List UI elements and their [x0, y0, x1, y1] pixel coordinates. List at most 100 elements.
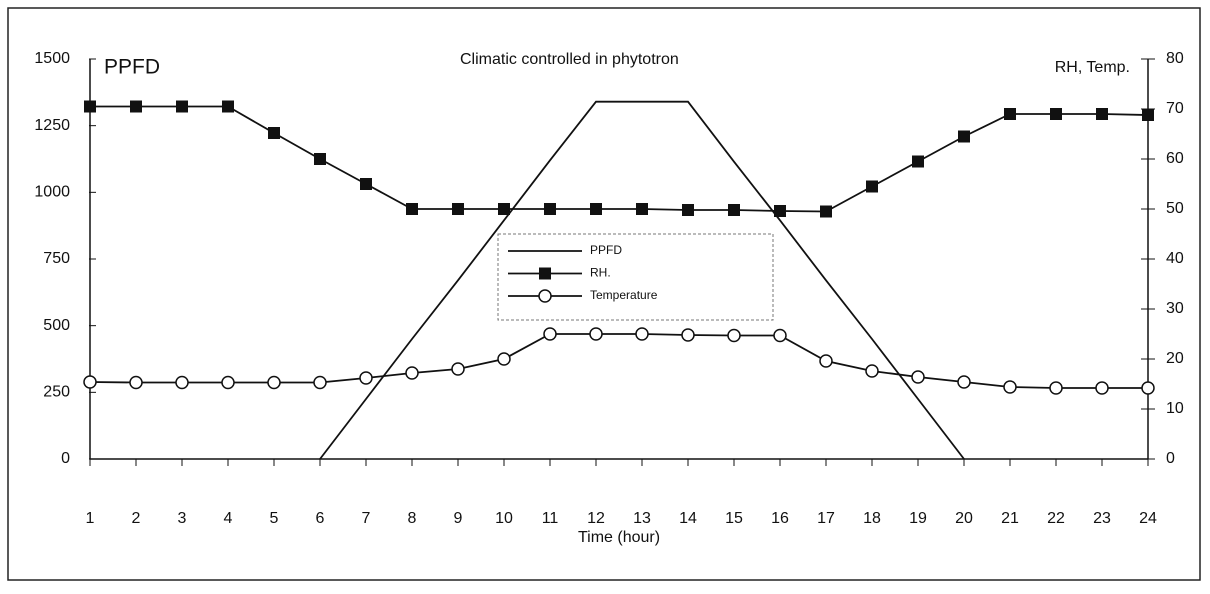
x-tick-label: 20: [955, 510, 973, 527]
x-tick-label: 5: [270, 510, 279, 527]
x-tick-label: 13: [633, 510, 651, 527]
point: [911, 370, 925, 384]
point: [957, 375, 971, 389]
y2-axis-label: RH, Temp.: [1055, 59, 1130, 76]
x-tick-label: 6: [316, 510, 325, 527]
y2-tick-label: 20: [1166, 350, 1184, 367]
point: [176, 100, 188, 113]
point: [866, 180, 878, 193]
y2-tick-label: 40: [1166, 250, 1184, 267]
x-axis-label: Time (hour): [578, 529, 660, 546]
point: [912, 155, 924, 168]
series-line: [89, 333, 1148, 389]
point: [682, 204, 694, 216]
point: [84, 100, 96, 113]
point: [865, 364, 879, 378]
point: [589, 327, 603, 341]
point: [635, 327, 649, 341]
point: [268, 127, 280, 139]
point: [83, 375, 97, 389]
point: [728, 204, 740, 216]
point: [958, 130, 970, 143]
point: [221, 375, 235, 390]
point: [774, 205, 786, 217]
point: [175, 375, 189, 390]
x-tick-label: 2: [132, 510, 141, 527]
point: [1050, 108, 1062, 120]
x-tick-label: 3: [178, 510, 187, 527]
y2-tick-label: 0: [1166, 450, 1175, 467]
point: [819, 354, 833, 368]
point: [498, 203, 510, 215]
point: [1095, 381, 1109, 395]
x-tick-label: 7: [362, 510, 371, 527]
point: [359, 371, 373, 385]
point: [314, 153, 326, 165]
point: [1142, 109, 1154, 121]
point: [1004, 108, 1016, 120]
series-line: [90, 105, 1149, 213]
point: [129, 375, 143, 390]
y2-tick-label: 50: [1166, 200, 1184, 217]
point: [452, 203, 464, 215]
y2-tick-label: 10: [1166, 400, 1184, 417]
y-axis-label: PPFD: [104, 56, 160, 79]
x-tick-label: 12: [587, 510, 605, 527]
legend-label: PPFD: [590, 243, 622, 257]
frame: [7, 7, 1201, 581]
legend-label: RH.: [590, 266, 611, 280]
y-tick-label: 500: [43, 317, 70, 334]
x-tick-label: 19: [909, 510, 927, 527]
point: [727, 328, 741, 343]
y-tick-label: 1500: [34, 50, 70, 67]
point: [451, 362, 465, 376]
y2-tick-label: 80: [1166, 50, 1184, 67]
point: [544, 203, 556, 215]
legend-label: Temperature: [590, 288, 658, 302]
point: [1003, 380, 1017, 394]
point: [1141, 381, 1155, 395]
x-tick-label: 8: [408, 510, 417, 527]
x-tick-label: 14: [679, 510, 697, 527]
point: [543, 327, 557, 341]
y2-tick-label: 60: [1166, 150, 1184, 167]
y2-tick-label: 70: [1166, 100, 1184, 117]
point: [313, 375, 327, 390]
y-tick-label: 1250: [34, 117, 70, 134]
legend-marker: [539, 267, 551, 280]
point: [406, 203, 418, 215]
x-tick-label: 18: [863, 510, 881, 527]
point: [681, 328, 695, 342]
y-tick-label: 750: [43, 250, 70, 267]
y-tick-label: 1000: [34, 184, 70, 201]
x-tick-label: 1: [86, 510, 95, 527]
x-tick-label: 24: [1139, 510, 1157, 527]
x-tick-label: 9: [454, 510, 463, 527]
x-tick-label: 11: [542, 510, 559, 527]
x-tick-label: 15: [725, 510, 743, 527]
x-tick-label: 21: [1001, 510, 1019, 527]
point: [1049, 381, 1063, 395]
x-tick-label: 22: [1047, 510, 1065, 527]
x-tick-label: 17: [817, 510, 835, 527]
point: [130, 100, 142, 113]
chart-title: Climatic controlled in phytotron: [460, 51, 679, 68]
legend-marker: [538, 289, 552, 303]
x-tick-label: 10: [495, 510, 513, 527]
y2-tick-label: 30: [1166, 300, 1184, 317]
point: [360, 178, 372, 190]
x-tick-label: 4: [224, 510, 233, 527]
point: [222, 100, 234, 113]
x-tick-label: 23: [1093, 510, 1111, 527]
point: [267, 375, 281, 390]
point: [497, 352, 511, 366]
point: [405, 366, 419, 380]
y-tick-label: 0: [61, 450, 70, 467]
series-line: [319, 100, 965, 460]
point: [636, 203, 648, 215]
x-tick-label: 16: [771, 510, 789, 527]
point: [590, 203, 602, 215]
y-tick-label: 250: [43, 384, 70, 401]
